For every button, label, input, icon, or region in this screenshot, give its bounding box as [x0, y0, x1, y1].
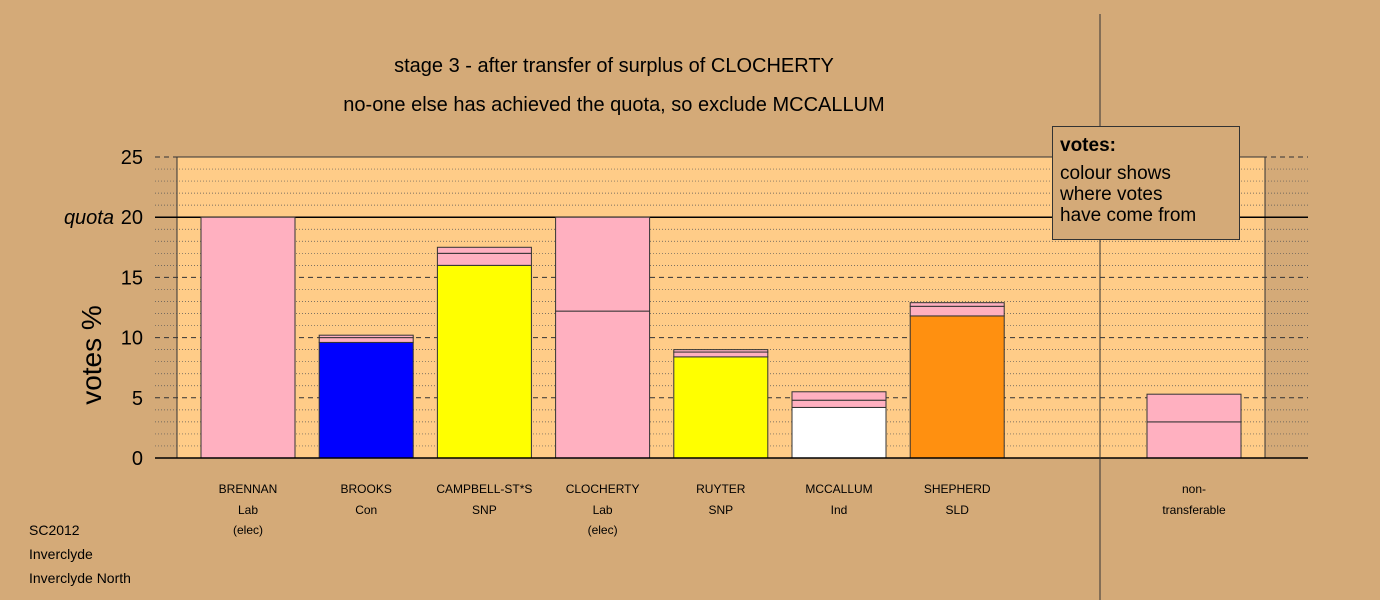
candidate-party-label: SNP [708, 503, 733, 517]
bar-brooks-segment-1 [318, 341, 414, 459]
bar-mccallum-segment-1 [791, 406, 887, 459]
bar-ruyter-segment-3 [673, 349, 769, 353]
footer-election: SC2012 [29, 522, 80, 538]
bar-campbellsts-segment-2 [436, 252, 532, 266]
quota-label: quota [64, 207, 114, 229]
footer-ward: Inverclyde North [29, 570, 131, 586]
candidate-party-label: Con [355, 503, 377, 517]
nontransferable-label: non- [1182, 482, 1206, 496]
candidate-status-label: (elec) [588, 523, 618, 537]
candidate-party-label: SNP [472, 503, 497, 517]
bar-nontransferable-segment-2 [1146, 393, 1242, 423]
candidate-name-label: RUYTER [696, 482, 746, 496]
bar-ruyter-segment-2 [673, 351, 769, 358]
legend-line-1: colour shows [1060, 163, 1171, 184]
candidate-party-label: SLD [946, 503, 970, 517]
candidate-name-label: BROOKS [341, 482, 392, 496]
legend: votes: colour shows where votes have com… [1052, 126, 1240, 240]
candidate-party-label: Lab [238, 503, 258, 517]
y-axis-label: votes % [76, 305, 107, 405]
bar-shepherd-segment-2 [909, 305, 1005, 317]
bar-shepherd-segment-3 [909, 302, 1005, 307]
legend-title: votes: [1060, 135, 1116, 156]
bar-campbellsts-segment-1 [436, 264, 532, 459]
candidate-name-label: CLOCHERTY [566, 482, 640, 496]
legend-line-3: have come from [1060, 205, 1197, 226]
candidate-status-label: (elec) [233, 523, 263, 537]
bar-ruyter-segment-1 [673, 356, 769, 459]
legend-line-2: where votes [1060, 184, 1163, 205]
y-tick-label: 10 [121, 328, 143, 350]
y-tick-label: 5 [132, 388, 143, 410]
chart-subtitle: no-one else has achieved the quota, so e… [343, 94, 884, 116]
chart-title: stage 3 - after transfer of surplus of C… [394, 55, 834, 77]
bar-campbellsts-segment-3 [436, 246, 532, 254]
bar-mccallum-segment-3 [791, 391, 887, 401]
candidate-party-label: Lab [593, 503, 613, 517]
bar-clocherty-segment-2 [555, 216, 651, 312]
y-tick-label: 0 [132, 448, 143, 470]
candidate-name-label: BRENNAN [219, 482, 278, 496]
bar-mccallum-segment-2 [791, 399, 887, 408]
candidate-name-label: MCCALLUM [805, 482, 872, 496]
bar-brooks-segment-3 [318, 334, 414, 339]
bar-shepherd-segment-1 [909, 315, 1005, 459]
bar-brooks-segment-2 [318, 337, 414, 343]
y-tick-label: 15 [121, 267, 143, 289]
bar-clocherty-segment-1 [555, 310, 651, 459]
candidate-name-label: CAMPBELL-ST*S [436, 482, 532, 496]
y-tick-label: 20 [121, 207, 143, 229]
nontransferable-label: transferable [1162, 503, 1226, 517]
y-tick-label: 25 [121, 147, 143, 169]
candidate-party-label: Ind [831, 503, 848, 517]
bar-brennan-segment-1 [200, 216, 296, 459]
bar-nontransferable-segment-1 [1146, 421, 1242, 459]
candidate-name-label: SHEPHERD [924, 482, 991, 496]
footer-council: Inverclyde [29, 546, 93, 562]
